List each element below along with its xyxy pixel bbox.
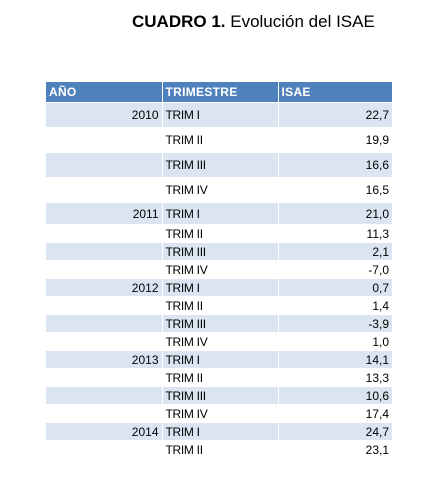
table-row: TRIM III 16,6 bbox=[46, 152, 392, 178]
quarter-cell: TRIM IV bbox=[162, 404, 279, 423]
isae-value-cell: 10,6 bbox=[278, 386, 392, 405]
isae-value-cell: 0,7 bbox=[278, 278, 392, 297]
title-text: Evolución del ISAE bbox=[225, 12, 375, 31]
table-row: TRIM IV 16,5 bbox=[46, 177, 392, 203]
year-cell bbox=[46, 440, 163, 459]
isae-value-cell: 1,4 bbox=[278, 296, 392, 315]
table-title: CUADRO 1. Evolución del ISAE bbox=[132, 12, 375, 32]
year-cell bbox=[46, 314, 163, 333]
isae-table: AÑO TRIMESTRE ISAE 2010 TRIM I 22,7 TRIM II… bbox=[46, 82, 392, 459]
isae-value-cell: 23,1 bbox=[278, 440, 392, 459]
isae-value-cell: 21,0 bbox=[278, 202, 392, 225]
isae-value-cell: 14,1 bbox=[278, 350, 392, 369]
header-quarter: TRIMESTRE bbox=[162, 82, 279, 103]
year-cell: 2012 bbox=[46, 278, 163, 297]
year-cell bbox=[46, 368, 163, 387]
isae-value-cell: -7,0 bbox=[278, 260, 392, 279]
table-row: 2012 TRIM I 0,7 bbox=[46, 278, 392, 297]
table-row: TRIM II 11,3 bbox=[46, 224, 392, 243]
table-row: TRIM II 1,4 bbox=[46, 296, 392, 315]
header-year: AÑO bbox=[46, 82, 163, 103]
isae-value-cell: 2,1 bbox=[278, 242, 392, 261]
table-row: TRIM IV -7,0 bbox=[46, 260, 392, 279]
title-number: CUADRO 1. bbox=[132, 12, 226, 31]
header-row: AÑO TRIMESTRE ISAE bbox=[46, 82, 392, 103]
year-cell bbox=[46, 127, 163, 153]
year-cell bbox=[46, 386, 163, 405]
year-cell: 2011 bbox=[46, 202, 163, 225]
quarter-cell: TRIM III bbox=[162, 314, 279, 333]
table-row: TRIM IV 1,0 bbox=[46, 332, 392, 351]
isae-value-cell: 22,7 bbox=[278, 102, 392, 128]
quarter-cell: TRIM IV bbox=[162, 177, 279, 203]
quarter-cell: TRIM II bbox=[162, 296, 279, 315]
table-header: AÑO TRIMESTRE ISAE bbox=[46, 82, 392, 103]
isae-value-cell: -3,9 bbox=[278, 314, 392, 333]
quarter-cell: TRIM II bbox=[162, 224, 279, 243]
quarter-cell: TRIM III bbox=[162, 242, 279, 261]
quarter-cell: TRIM IV bbox=[162, 260, 279, 279]
quarter-cell: TRIM III bbox=[162, 152, 279, 178]
isae-value-cell: 17,4 bbox=[278, 404, 392, 423]
isae-value-cell: 11,3 bbox=[278, 224, 392, 243]
year-cell bbox=[46, 296, 163, 315]
table-row: 2011 TRIM I 21,0 bbox=[46, 202, 392, 225]
quarter-cell: TRIM I bbox=[162, 202, 279, 225]
isae-value-cell: 16,6 bbox=[278, 152, 392, 178]
year-cell: 2010 bbox=[46, 102, 163, 128]
quarter-cell: TRIM II bbox=[162, 440, 279, 459]
year-cell bbox=[46, 177, 163, 203]
isae-table-container: AÑO TRIMESTRE ISAE 2010 TRIM I 22,7 TRIM II… bbox=[46, 82, 392, 459]
isae-value-cell: 16,5 bbox=[278, 177, 392, 203]
table-body: 2010 TRIM I 22,7 TRIM II 19,9 TRIM III 16,6 TRI… bbox=[46, 102, 392, 459]
quarter-cell: TRIM I bbox=[162, 350, 279, 369]
header-isae: ISAE bbox=[278, 82, 392, 103]
quarter-cell: TRIM I bbox=[162, 278, 279, 297]
year-cell bbox=[46, 242, 163, 261]
table-row: TRIM II 23,1 bbox=[46, 440, 392, 459]
table-row: 2013 TRIM I 14,1 bbox=[46, 350, 392, 369]
quarter-cell: TRIM I bbox=[162, 102, 279, 128]
table-row: TRIM III 10,6 bbox=[46, 386, 392, 405]
isae-value-cell: 24,7 bbox=[278, 422, 392, 441]
table-row: 2010 TRIM I 22,7 bbox=[46, 102, 392, 128]
table-row: TRIM IV 17,4 bbox=[46, 404, 392, 423]
quarter-cell: TRIM II bbox=[162, 127, 279, 153]
quarter-cell: TRIM I bbox=[162, 422, 279, 441]
table-row: TRIM II 13,3 bbox=[46, 368, 392, 387]
table-row: TRIM III 2,1 bbox=[46, 242, 392, 261]
year-cell bbox=[46, 152, 163, 178]
year-cell: 2013 bbox=[46, 350, 163, 369]
year-cell bbox=[46, 224, 163, 243]
isae-value-cell: 19,9 bbox=[278, 127, 392, 153]
year-cell bbox=[46, 260, 163, 279]
year-cell bbox=[46, 404, 163, 423]
table-row: 2014 TRIM I 24,7 bbox=[46, 422, 392, 441]
isae-value-cell: 1,0 bbox=[278, 332, 392, 351]
table-row: TRIM II 19,9 bbox=[46, 127, 392, 153]
year-cell bbox=[46, 332, 163, 351]
quarter-cell: TRIM III bbox=[162, 386, 279, 405]
quarter-cell: TRIM II bbox=[162, 368, 279, 387]
quarter-cell: TRIM IV bbox=[162, 332, 279, 351]
isae-value-cell: 13,3 bbox=[278, 368, 392, 387]
table-row: TRIM III -3,9 bbox=[46, 314, 392, 333]
year-cell: 2014 bbox=[46, 422, 163, 441]
